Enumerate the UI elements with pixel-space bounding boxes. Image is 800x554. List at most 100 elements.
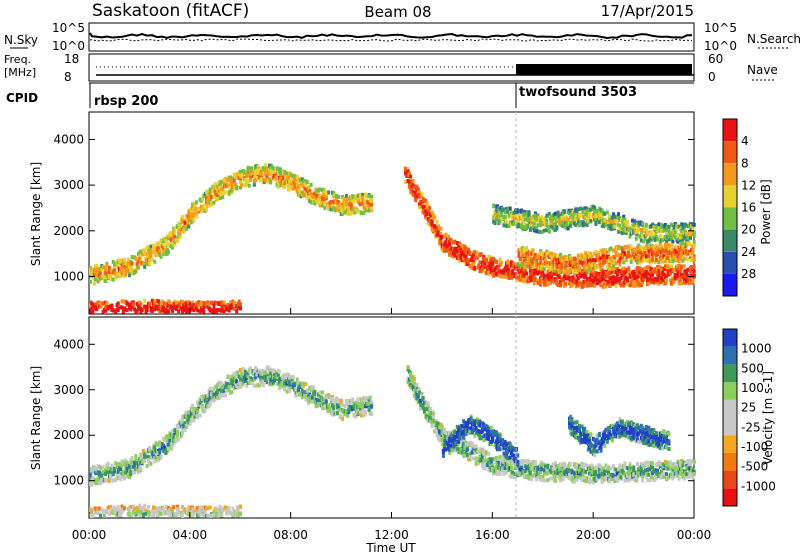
data-cell: [672, 254, 676, 259]
data-cell: [194, 214, 198, 219]
data-cell: [247, 173, 251, 178]
data-cell: [327, 403, 331, 408]
data-cell: [661, 248, 665, 253]
data-cell: [300, 190, 304, 195]
data-cell: [667, 224, 671, 229]
data-cell: [111, 308, 115, 313]
data-cell: [181, 309, 184, 314]
freq-right-tick-bottom: 0: [708, 70, 716, 84]
data-cell: [685, 271, 689, 276]
data-cell: [294, 387, 298, 391]
freq-right-label: Nave: [747, 63, 778, 77]
data-cell: [607, 280, 610, 285]
data-cell: [202, 205, 206, 210]
data-cell: [469, 265, 473, 270]
data-cell: [525, 223, 529, 228]
data-cell: [348, 403, 352, 408]
data-cell: [139, 508, 143, 513]
data-cell: [540, 264, 544, 269]
data-cell: [105, 271, 109, 276]
data-cell: [440, 234, 444, 239]
data-cell: [162, 238, 166, 243]
data-cell: [196, 415, 200, 420]
data-cell: [488, 255, 492, 260]
data-cell: [690, 265, 694, 269]
data-cell: [197, 513, 201, 517]
data-cell: [152, 454, 155, 458]
data-cell: [89, 472, 92, 477]
data-cell: [228, 185, 232, 190]
data-cell: [634, 254, 638, 259]
data-cell: [545, 213, 549, 218]
data-cell: [594, 217, 598, 221]
data-cell: [594, 222, 598, 226]
data-cell: [126, 257, 130, 262]
data-cell: [673, 230, 677, 234]
data-cell: [370, 199, 374, 203]
data-cell: [196, 409, 200, 414]
data-cell: [278, 370, 282, 374]
data-cell: [678, 277, 682, 282]
colorbar-tick-label: 4: [741, 134, 749, 148]
data-cell: [128, 467, 132, 472]
data-cell: [681, 240, 685, 245]
data-cell: [546, 282, 550, 287]
data-cell: [661, 278, 665, 283]
data-cell: [362, 210, 366, 215]
data-cell: [641, 233, 645, 238]
data-cell: [299, 392, 303, 397]
data-cell: [430, 210, 434, 215]
data-cell: [155, 454, 159, 459]
data-cell: [665, 273, 668, 278]
data-cell: [157, 442, 161, 447]
data-cell: [411, 178, 415, 183]
freq-left-tick-top: 18: [64, 52, 79, 66]
data-cell: [141, 512, 145, 517]
data-cell: [176, 504, 179, 509]
data-cell: [297, 380, 300, 385]
data-cell: [172, 505, 176, 510]
data-cell: [278, 179, 282, 184]
data-cell: [483, 268, 487, 273]
power-data-cells: [89, 163, 696, 314]
data-cell: [614, 219, 618, 223]
data-cell: [143, 452, 147, 457]
data-cell: [670, 281, 674, 286]
data-cell: [609, 256, 613, 261]
data-cell: [286, 176, 290, 181]
data-cell: [322, 197, 326, 201]
data-cell: [547, 229, 551, 234]
data-cell: [160, 446, 164, 451]
data-cell: [644, 273, 648, 278]
data-cell: [341, 209, 345, 214]
data-cell: [651, 257, 655, 262]
data-cell: [338, 413, 342, 418]
data-cell: [608, 264, 612, 269]
data-cell: [167, 309, 171, 314]
data-cell: [95, 307, 99, 312]
data-cell: [213, 396, 217, 401]
data-cell: [123, 258, 126, 262]
data-cell: [179, 433, 183, 438]
data-cell: [617, 245, 621, 249]
data-cell: [111, 478, 115, 483]
data-cell: [139, 253, 143, 258]
colorbar-swatch: [723, 119, 737, 142]
data-cell: [231, 182, 235, 186]
data-cell: [612, 212, 616, 217]
data-cell: [525, 246, 529, 251]
data-cell: [184, 226, 188, 231]
data-cell: [144, 511, 148, 516]
data-cell: [535, 229, 539, 234]
data-cell: [207, 398, 211, 403]
data-cell: [528, 275, 532, 280]
data-cell: [164, 450, 168, 455]
data-cell: [647, 281, 651, 286]
noise-sky-line: [89, 32, 693, 40]
data-cell: [479, 252, 483, 257]
data-cell: [370, 194, 374, 199]
data-cell: [484, 271, 488, 276]
data-cell: [324, 399, 328, 404]
data-cell: [173, 241, 177, 246]
data-cell: [271, 166, 275, 171]
